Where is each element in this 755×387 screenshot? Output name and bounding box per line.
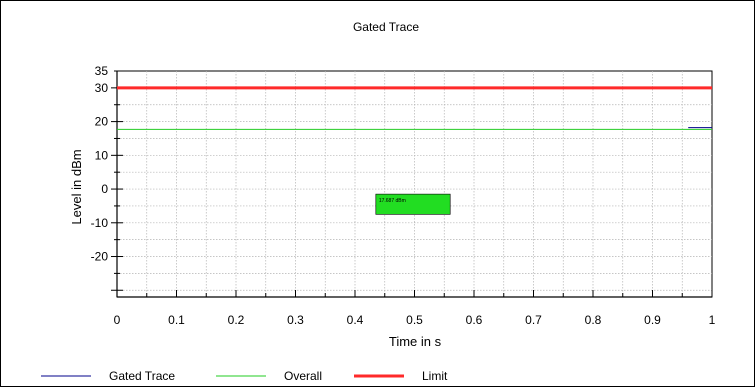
value-marker-label: 17.687 dBm — [379, 198, 406, 204]
x-tick-label: 0.6 — [466, 313, 483, 327]
legend-label-gated-trace: Gated Trace — [109, 369, 175, 383]
x-tick-label: 0.3 — [287, 313, 304, 327]
y-tick-label: 35 — [95, 64, 109, 78]
y-tick-label: 30 — [95, 81, 109, 95]
plot-background — [116, 70, 713, 298]
x-tick-label: 0.8 — [585, 313, 602, 327]
legend-label-overall: Overall — [284, 369, 322, 383]
x-tick-label: 0.2 — [228, 313, 245, 327]
x-tick-label: 0.4 — [347, 313, 364, 327]
x-axis-title: Time in s — [389, 334, 442, 349]
x-tick-label: 0.7 — [525, 313, 542, 327]
y-tick-label: -20 — [91, 250, 109, 264]
legend: Gated Trace Overall Limit — [41, 369, 448, 383]
x-tick-label: 0.1 — [168, 313, 185, 327]
y-tick-label: 0 — [101, 182, 108, 196]
y-tick-label: 10 — [95, 148, 109, 162]
y-axis-title: Level in dBm — [69, 149, 84, 224]
chart-title: Gated Trace — [353, 20, 419, 34]
x-tick-label: 0 — [114, 313, 121, 327]
x-tick-label: 1 — [709, 313, 716, 327]
y-tick-label: 20 — [95, 115, 109, 129]
x-tick-label: 0.5 — [406, 313, 423, 327]
plot-area: 35 30 20 10 0 -10 -20 0 0.1 0.2 0.3 0.4 0.5 0.6 0.7 0.8… — [91, 64, 716, 327]
legend-label-limit: Limit — [422, 369, 448, 383]
y-tick-label: -10 — [91, 216, 109, 230]
value-marker-box — [375, 193, 451, 215]
x-tick-label: 0.9 — [644, 313, 661, 327]
